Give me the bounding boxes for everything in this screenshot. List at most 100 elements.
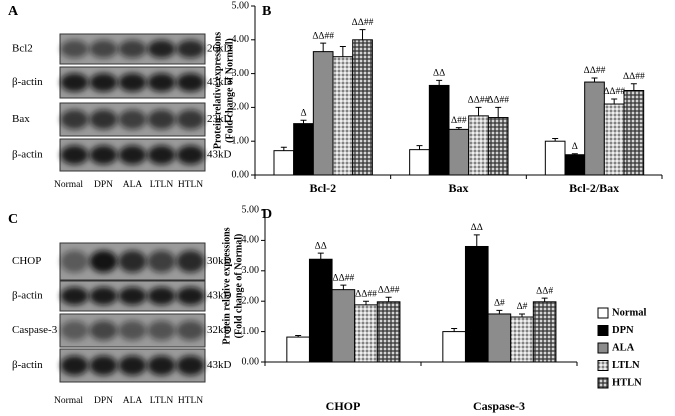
bar <box>468 115 489 176</box>
legend-label: HTLN <box>612 377 642 388</box>
significance-label: Δ## <box>451 116 467 126</box>
error-bar <box>541 297 548 302</box>
significance-label: ΔΔ## <box>584 66 606 76</box>
significance-label: Δ# <box>494 299 505 309</box>
blot-band <box>118 287 147 305</box>
y-tick-label: 3.00 <box>232 68 250 79</box>
blot-size-label: 26kD <box>207 43 232 55</box>
legend-swatch <box>597 307 609 319</box>
blot-band <box>118 73 147 92</box>
error-bar <box>519 313 526 318</box>
error-bar <box>455 127 462 130</box>
blot-band <box>147 109 176 130</box>
error-bar <box>571 153 578 155</box>
bar <box>623 90 645 176</box>
error-bar <box>591 77 598 83</box>
error-bar <box>451 328 458 332</box>
bar <box>376 301 401 363</box>
legend-label: DPN <box>612 325 634 336</box>
lane-label: HTLN <box>178 180 203 190</box>
y-tick-label: 0.00 <box>232 169 250 180</box>
significance-label: ΔΔ## <box>468 96 490 106</box>
error-bar <box>416 145 423 150</box>
bar <box>464 245 489 363</box>
legend-label: LTLN <box>612 360 640 371</box>
y-axis-label: (Fold change of Normal) <box>224 38 235 143</box>
blot-band <box>147 250 176 273</box>
x-tick-label: Bcl-2 <box>309 181 336 195</box>
error-bar <box>359 29 366 40</box>
panel-label: B <box>262 4 271 19</box>
significance-label: ΔΔ## <box>312 31 334 41</box>
y-tick-label: 3.00 <box>242 265 260 276</box>
legend-swatch <box>597 325 609 336</box>
error-bar <box>552 137 559 142</box>
significance-label: ΔΔ <box>315 241 327 251</box>
blot-size-label: 43kD <box>207 76 232 88</box>
blot-band <box>60 40 89 58</box>
bar <box>564 154 586 176</box>
blot-band <box>89 40 118 58</box>
bar <box>544 140 566 176</box>
blot-band <box>60 250 89 273</box>
blot-size-label: 43kD <box>207 359 232 371</box>
blot-band <box>118 40 147 58</box>
bar <box>286 336 310 363</box>
blot-band <box>176 250 205 273</box>
significance-label: Δ# <box>517 302 528 312</box>
bar <box>442 331 466 363</box>
bar <box>332 56 354 176</box>
y-tick-label: 4.00 <box>242 235 260 246</box>
significance-label: ΔΔ# <box>536 286 553 296</box>
error-bar <box>317 252 324 260</box>
significance-label: ΔΔ## <box>378 285 400 295</box>
y-axis-label: (Fold change of Normal) <box>233 234 244 339</box>
lane-label: Normal <box>54 180 83 190</box>
blot-band <box>118 355 147 376</box>
significance-label: ΔΔ## <box>603 87 625 97</box>
x-tick-label: Bax <box>448 181 468 195</box>
blot-band <box>118 145 147 165</box>
legend-swatch <box>597 360 609 371</box>
legend-swatch <box>597 342 609 354</box>
blot-band <box>118 250 147 273</box>
lane-label: DPN <box>94 180 113 190</box>
bar <box>312 51 334 176</box>
blot-band <box>89 109 118 130</box>
blot-size-label: 30kD <box>207 255 232 267</box>
significance-label: ΔΔ## <box>623 72 645 82</box>
blot-band <box>89 287 118 305</box>
y-axis-label: Protein relative expressions <box>221 227 232 344</box>
blot-row-label: β-actin <box>12 149 43 161</box>
y-axis-label: Protein relative expressions <box>212 32 223 149</box>
significance-label: ΔΔ## <box>352 18 374 28</box>
blot-band <box>60 109 89 130</box>
bar <box>487 313 512 363</box>
blot-row-label: CHOP <box>12 255 41 267</box>
error-bar <box>473 234 480 247</box>
blot-band <box>60 145 89 165</box>
bar <box>532 301 557 363</box>
error-bar <box>340 284 347 290</box>
significance-label: ΔΔ## <box>333 273 355 283</box>
blot-band <box>176 109 205 130</box>
blot-band <box>176 320 205 341</box>
bar <box>331 289 356 363</box>
lane-label: LTLN <box>150 180 174 190</box>
error-bar <box>496 309 503 314</box>
panel-label: D <box>262 207 272 222</box>
blot-band <box>176 73 205 92</box>
error-bar <box>495 106 502 118</box>
blot-row-label: Bax <box>12 113 30 125</box>
bar <box>584 81 605 176</box>
blot-band <box>176 355 205 376</box>
blot-size-label: 23kD <box>207 113 232 125</box>
blot-band <box>118 320 147 341</box>
lane-label: ALA <box>123 396 143 406</box>
y-tick-label: 5.00 <box>242 204 260 215</box>
legend-label: ALA <box>612 342 635 353</box>
blot-band <box>147 355 176 376</box>
lane-label: DPN <box>94 396 113 406</box>
blot-band <box>147 320 176 341</box>
